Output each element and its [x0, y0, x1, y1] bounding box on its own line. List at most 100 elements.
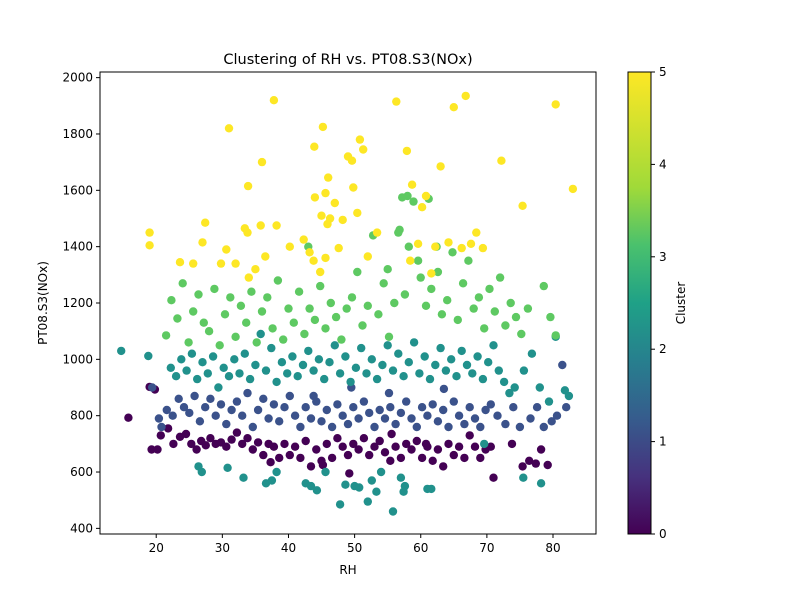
chart-title: Clustering of RH vs. PT08.S3(NOx)	[223, 52, 472, 68]
x-tick-label: 20	[149, 541, 164, 555]
scatter-point-c2-86	[335, 500, 345, 509]
scatter-point-c2-36	[346, 377, 355, 387]
scatter-point-c0-76	[318, 460, 328, 470]
scatter-point-c2-71	[544, 397, 554, 406]
scatter-point-c2-11	[214, 383, 223, 392]
scatter-point-c1-5	[174, 394, 183, 403]
scatter-point-c2-66	[505, 388, 514, 398]
scatter-point-c4-45	[392, 97, 401, 106]
scatter-point-c3-64	[495, 273, 505, 282]
y-tick-label: 800	[70, 409, 93, 423]
scatter-point-c3-35	[347, 293, 357, 302]
scatter-point-c1-53	[428, 400, 437, 409]
scatter-point-c1-58	[454, 411, 464, 420]
scatter-point-c3-28	[310, 315, 320, 325]
scatter-point-c3-56	[453, 315, 462, 325]
scatter-point-c3-12	[226, 293, 235, 302]
scatter-point-c2-44	[388, 366, 398, 375]
scatter-point-c4-13	[244, 273, 253, 282]
scatter-point-c0-21	[243, 434, 252, 443]
scatter-point-c3-66	[506, 298, 515, 308]
scatter-point-c0-54	[417, 453, 427, 463]
scatter-point-c3-26	[300, 329, 309, 339]
scatter-point-c1-63	[481, 405, 490, 415]
scatter-point-c1-10	[201, 403, 210, 412]
scatter-point-c2-33	[330, 341, 339, 350]
scatter-points	[117, 91, 578, 516]
scatter-point-c2-90	[363, 497, 372, 506]
scatter-point-c3-76	[394, 228, 403, 237]
scatter-point-c0-79	[421, 439, 431, 449]
scatter-point-c0-78	[387, 429, 396, 439]
scatter-point-c4-4	[198, 238, 207, 247]
scatter-point-c3-8	[204, 327, 214, 336]
scatter-point-c0-41	[349, 439, 358, 449]
scatter-point-c2-8	[198, 358, 207, 367]
scatter-point-c3-72	[551, 331, 560, 340]
scatter-point-c2-62	[484, 358, 493, 367]
scatter-point-c2-7	[193, 374, 202, 384]
scatter-point-c4-26	[316, 267, 325, 277]
scatter-point-c1-22	[264, 414, 273, 423]
scatter-point-c2-2	[166, 363, 175, 372]
scatter-point-c2-69	[527, 349, 537, 358]
scatter-point-c3-37	[358, 321, 367, 330]
scatter-point-c4-53	[444, 238, 453, 247]
scatter-point-c0-77	[266, 458, 275, 467]
scatter-point-c0-56	[428, 456, 437, 465]
scatter-point-c3-68	[517, 329, 526, 339]
scatter-point-c0-69	[507, 439, 517, 449]
x-tick-label: 40	[281, 541, 296, 555]
scatter-point-c3-46	[404, 242, 413, 251]
scatter-point-c2-81	[272, 467, 281, 477]
scatter-point-c0-63	[465, 431, 474, 440]
scatter-point-c2-5	[182, 366, 191, 375]
scatter-point-c2-102	[536, 479, 546, 488]
scatter-point-c4-61	[518, 201, 527, 210]
scatter-point-c0-47	[380, 448, 390, 457]
scatter-point-c3-5	[189, 307, 198, 316]
scatter-point-c0-62	[460, 453, 469, 463]
scatter-point-c1-7	[185, 408, 194, 418]
scatter-point-c1-49	[407, 414, 416, 423]
colorbar-tick-label: 2	[659, 342, 667, 356]
scatter-point-c0-20	[238, 439, 247, 449]
scatter-point-c0-33	[306, 462, 316, 471]
scatter-point-c0-30	[290, 442, 300, 451]
scatter-point-c4-17	[261, 252, 270, 261]
scatter-point-c2-67	[510, 383, 519, 392]
scatter-point-c4-7	[222, 245, 231, 254]
scatter-point-c2-56	[452, 372, 461, 381]
scatter-point-c1-23	[269, 400, 279, 409]
scatter-point-c3-60	[474, 293, 484, 302]
scatter-point-c3-53	[437, 310, 447, 319]
scatter-point-c0-65	[476, 453, 485, 463]
scatter-point-c0-37	[327, 453, 337, 463]
scatter-point-c1-64	[486, 400, 495, 409]
scatter-point-c4-28	[318, 122, 328, 132]
y-tick-label: 600	[70, 465, 93, 479]
scatter-point-c3-42	[384, 332, 394, 341]
scatter-point-c4-19	[272, 221, 281, 230]
scatter-point-c1-47	[396, 408, 406, 418]
scatter-point-c0-0	[124, 413, 133, 422]
scatter-point-c1-16	[232, 397, 242, 406]
scatter-point-c0-73	[536, 445, 546, 454]
scatter-point-c3-24	[289, 318, 298, 327]
scatter-point-c2-30	[314, 355, 324, 364]
scatter-point-c2-14	[230, 355, 239, 364]
colorbar	[627, 71, 652, 535]
scatter-point-c1-14	[222, 419, 231, 429]
scatter-point-c3-16	[247, 287, 256, 296]
scatter-point-c3-38	[363, 301, 372, 310]
scatter-point-c0-72	[531, 459, 540, 468]
scatter-point-c3-7	[199, 318, 208, 327]
scatter-point-c3-34	[342, 304, 351, 313]
scatter-point-c4-24	[310, 142, 319, 151]
colorbar-tick-label: 0	[659, 527, 667, 541]
scatter-point-c2-19	[256, 329, 265, 339]
scatter-point-c4-30	[321, 253, 330, 263]
scatter-point-c1-32	[317, 417, 326, 426]
scatter-point-c0-71	[525, 456, 534, 465]
scatter-point-c2-34	[335, 369, 345, 378]
